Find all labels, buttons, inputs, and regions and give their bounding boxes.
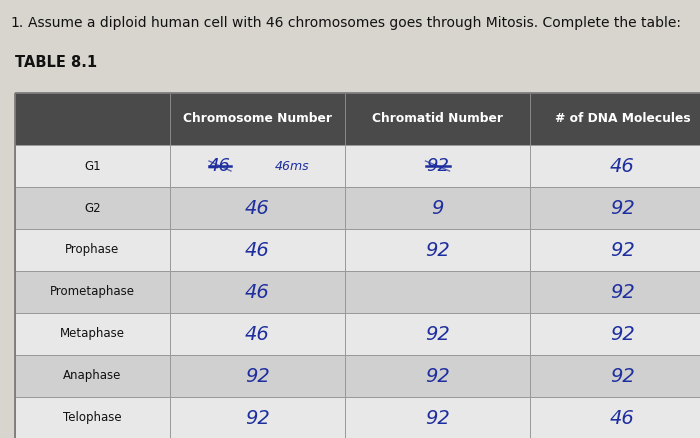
Text: Metaphase: Metaphase bbox=[60, 328, 125, 340]
Bar bbox=[345, 229, 530, 271]
Text: 92: 92 bbox=[610, 198, 635, 218]
Text: Anaphase: Anaphase bbox=[63, 370, 122, 382]
Text: 92: 92 bbox=[610, 283, 635, 301]
Bar bbox=[530, 397, 700, 438]
Text: Chromatid Number: Chromatid Number bbox=[372, 113, 503, 126]
Bar bbox=[170, 145, 345, 187]
Text: TABLE 8.1: TABLE 8.1 bbox=[15, 55, 97, 70]
Text: 46: 46 bbox=[207, 157, 230, 175]
Bar bbox=[15, 187, 170, 229]
Text: 46: 46 bbox=[245, 283, 270, 301]
Text: G2: G2 bbox=[84, 201, 101, 215]
Bar bbox=[15, 313, 170, 355]
Bar bbox=[530, 145, 700, 187]
Text: G1: G1 bbox=[84, 159, 101, 173]
Bar bbox=[170, 187, 345, 229]
Bar bbox=[170, 229, 345, 271]
Text: 92: 92 bbox=[425, 367, 450, 385]
Bar bbox=[530, 187, 700, 229]
Bar bbox=[345, 271, 530, 313]
Text: Assume a diploid human cell with 46 chromosomes goes through Mitosis. Complete t: Assume a diploid human cell with 46 chro… bbox=[28, 16, 681, 30]
Text: 46: 46 bbox=[610, 409, 635, 427]
Bar bbox=[530, 93, 700, 145]
Bar bbox=[530, 313, 700, 355]
Bar bbox=[345, 397, 530, 438]
Bar bbox=[345, 313, 530, 355]
Text: Prophase: Prophase bbox=[65, 244, 120, 257]
Bar bbox=[345, 355, 530, 397]
Text: Prometaphase: Prometaphase bbox=[50, 286, 135, 299]
Bar bbox=[15, 229, 170, 271]
Bar bbox=[530, 271, 700, 313]
Bar bbox=[345, 187, 530, 229]
Text: Telophase: Telophase bbox=[63, 411, 122, 424]
Bar bbox=[170, 93, 345, 145]
Text: 46: 46 bbox=[245, 325, 270, 343]
Bar bbox=[170, 397, 345, 438]
Bar bbox=[15, 271, 170, 313]
Text: 46: 46 bbox=[610, 156, 635, 176]
Bar bbox=[530, 229, 700, 271]
Text: 46: 46 bbox=[245, 240, 270, 259]
Bar bbox=[170, 355, 345, 397]
Bar bbox=[15, 93, 700, 438]
Text: 9: 9 bbox=[431, 198, 444, 218]
Text: 92: 92 bbox=[425, 325, 450, 343]
Bar bbox=[345, 93, 530, 145]
Text: 92: 92 bbox=[245, 367, 270, 385]
Bar bbox=[345, 145, 530, 187]
Bar bbox=[170, 271, 345, 313]
Text: Chromosome Number: Chromosome Number bbox=[183, 113, 332, 126]
Text: 92: 92 bbox=[610, 240, 635, 259]
Bar bbox=[15, 355, 170, 397]
Text: # of DNA Molecules: # of DNA Molecules bbox=[554, 113, 690, 126]
Text: 46ms: 46ms bbox=[275, 159, 310, 173]
Bar bbox=[170, 313, 345, 355]
Bar bbox=[15, 145, 170, 187]
Text: 92: 92 bbox=[610, 367, 635, 385]
Text: 92: 92 bbox=[426, 157, 449, 175]
Bar bbox=[15, 93, 170, 145]
Text: 1.: 1. bbox=[10, 16, 23, 30]
Text: 46: 46 bbox=[245, 198, 270, 218]
Text: 92: 92 bbox=[610, 325, 635, 343]
Bar bbox=[530, 355, 700, 397]
Bar bbox=[15, 397, 170, 438]
Text: 92: 92 bbox=[425, 240, 450, 259]
Text: 92: 92 bbox=[425, 409, 450, 427]
Text: 92: 92 bbox=[245, 409, 270, 427]
